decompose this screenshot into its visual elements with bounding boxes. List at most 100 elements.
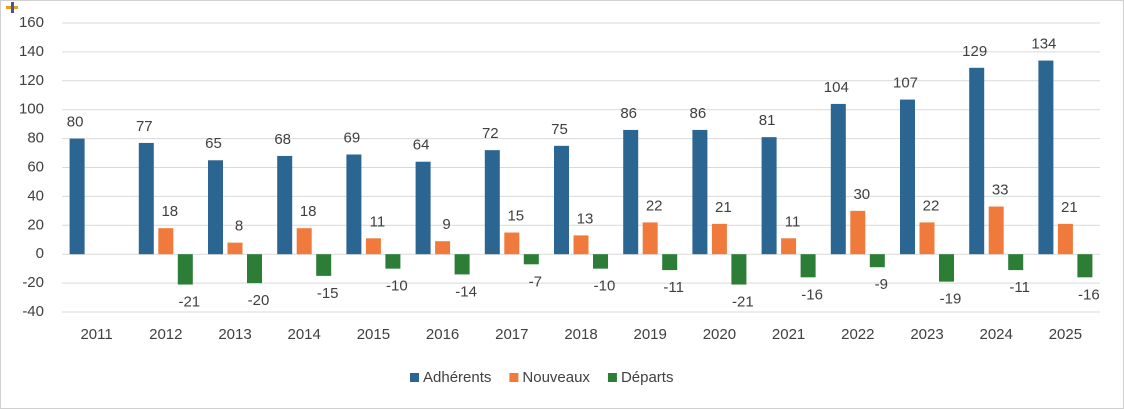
bar — [642, 222, 658, 255]
data-label: 81 — [759, 112, 776, 129]
y-tick-label: 0 — [36, 245, 44, 262]
data-label: -9 — [875, 276, 888, 293]
data-label: -16 — [801, 286, 823, 303]
legend-label: Nouveaux — [522, 369, 590, 386]
bar — [731, 254, 747, 285]
bar — [484, 150, 500, 255]
bar — [1057, 223, 1073, 255]
bar — [662, 254, 678, 271]
bar — [593, 254, 608, 269]
data-label: 15 — [507, 207, 524, 224]
bar — [138, 142, 154, 255]
x-tick-label: 2019 — [634, 326, 667, 343]
data-label: 21 — [715, 199, 732, 216]
y-tick-label: 160 — [19, 14, 44, 31]
x-tick-label: 2012 — [149, 326, 182, 343]
data-label: -11 — [663, 279, 684, 296]
y-tick-label: 40 — [27, 187, 44, 204]
x-tick-label: 2020 — [703, 326, 736, 343]
bar — [711, 223, 727, 255]
bar — [365, 238, 381, 255]
bar — [830, 103, 846, 255]
bar — [939, 254, 954, 282]
bar — [454, 254, 470, 275]
bar — [346, 154, 362, 255]
data-label: 72 — [482, 125, 499, 142]
data-label: 107 — [893, 75, 918, 92]
x-tick-label: 2025 — [1049, 326, 1082, 343]
y-tick-label: 100 — [19, 101, 44, 118]
bar — [781, 238, 797, 255]
data-label: 75 — [551, 121, 568, 138]
y-tick-label: -20 — [22, 274, 44, 291]
x-tick-label: 2016 — [426, 326, 459, 343]
bar — [692, 129, 708, 255]
y-tick-label: 120 — [19, 72, 44, 89]
bar — [623, 129, 639, 255]
bar — [800, 254, 816, 278]
data-label: 13 — [577, 210, 594, 227]
data-label: 9 — [442, 216, 450, 233]
data-label: -21 — [732, 294, 754, 311]
legend-label: Départs — [621, 369, 674, 386]
data-label: 64 — [413, 137, 430, 154]
data-label: 22 — [923, 197, 940, 214]
bar — [415, 161, 431, 255]
bar — [523, 254, 539, 265]
data-label: -10 — [594, 278, 616, 295]
bar — [869, 254, 885, 268]
y-tick-label: 80 — [27, 130, 44, 147]
x-tick-label: 2017 — [495, 326, 528, 343]
data-label: 11 — [785, 213, 801, 230]
bar — [1077, 254, 1093, 278]
bar — [850, 210, 866, 255]
bar — [177, 254, 193, 285]
legend: Adhérents Nouveaux Départs — [410, 369, 673, 386]
data-label: 104 — [824, 79, 849, 96]
bar — [969, 67, 985, 255]
bar — [316, 254, 332, 276]
x-tick-label: 2011 — [80, 326, 112, 343]
bar — [208, 160, 223, 255]
bar — [1038, 60, 1054, 255]
x-tick-label: 2021 — [772, 326, 805, 343]
bar — [919, 222, 935, 255]
data-label: -20 — [248, 292, 270, 309]
bar — [247, 254, 262, 284]
data-label: 22 — [646, 197, 663, 214]
legend-swatch — [509, 373, 519, 382]
data-label: -10 — [386, 278, 408, 295]
data-label: -15 — [317, 285, 339, 302]
bar — [69, 138, 85, 255]
y-tick-label: -40 — [22, 303, 44, 320]
y-tick-label: 140 — [19, 43, 44, 60]
data-label: 68 — [274, 131, 291, 148]
data-label: 86 — [620, 105, 637, 122]
x-tick-label: 2018 — [564, 326, 597, 343]
x-tick-label: 2024 — [980, 326, 1013, 343]
bar — [900, 99, 915, 255]
data-label: -21 — [178, 294, 200, 311]
bar — [988, 206, 1004, 255]
bar — [554, 145, 569, 255]
data-label: 80 — [67, 114, 84, 131]
data-label: 69 — [344, 129, 361, 146]
data-label: 33 — [992, 181, 1009, 198]
plot: 2011 80 2012 77 18 -21 2013 65 8 -20 2014 68 18 -15 20… — [67, 36, 1100, 343]
legend-label: Adhérents — [423, 369, 491, 386]
data-label: -14 — [455, 283, 477, 300]
bar — [227, 242, 243, 255]
bar — [504, 232, 520, 255]
x-tick-label: 2013 — [218, 326, 251, 343]
bar — [761, 137, 777, 255]
data-label: 134 — [1031, 36, 1056, 53]
data-label: -7 — [529, 273, 542, 290]
data-label: 65 — [205, 135, 222, 152]
legend-swatch — [410, 373, 419, 382]
bar — [385, 254, 401, 269]
bar — [277, 155, 293, 255]
x-tick-label: 2015 — [357, 326, 390, 343]
data-label: 8 — [235, 218, 243, 235]
data-label: -16 — [1078, 286, 1100, 303]
data-label: 86 — [690, 105, 707, 122]
